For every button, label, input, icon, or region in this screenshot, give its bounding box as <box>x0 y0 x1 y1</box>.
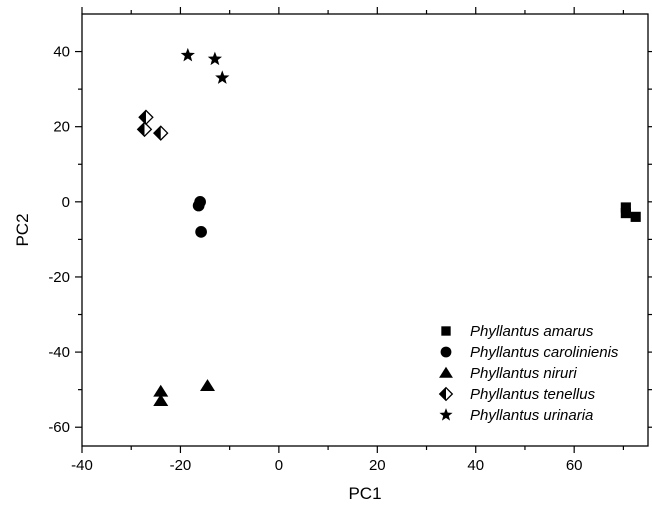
y-axis-title: PC2 <box>13 213 32 246</box>
point-circle <box>195 226 207 238</box>
y-tick-label: -40 <box>48 344 70 361</box>
y-tick-label: -60 <box>48 419 70 436</box>
legend-entry: Phyllantus carolinienis <box>470 344 619 361</box>
point-star <box>215 70 230 84</box>
point-circle <box>192 199 205 212</box>
point-star <box>180 47 195 62</box>
point-square <box>620 208 631 219</box>
point-half-diamond <box>138 109 154 126</box>
point-triangle <box>153 394 169 407</box>
x-tick-label: 0 <box>275 457 283 474</box>
legend-marker-half-diamond <box>438 386 454 402</box>
y-tick-label: 20 <box>53 119 70 136</box>
legend-marker-triangle <box>439 366 453 378</box>
legend-entry: Phyllantus amarus <box>470 323 594 340</box>
point-half-diamond <box>153 125 169 141</box>
legend-entry: Phyllantus niruri <box>470 365 577 382</box>
y-tick-label: 40 <box>53 44 70 61</box>
legend: Phyllantus amarus Phyllantus carolinienis… <box>438 323 619 424</box>
x-tick-label: -20 <box>170 457 192 474</box>
data-points <box>136 47 641 407</box>
legend-marker-star <box>439 408 453 421</box>
y-tick-label: 0 <box>62 194 70 211</box>
x-axis-title: PC1 <box>348 484 381 503</box>
point-half-diamond <box>136 121 153 138</box>
x-tick-label: 40 <box>467 457 484 474</box>
y-tick-label: -20 <box>48 269 70 286</box>
point-square <box>630 211 641 222</box>
point-star <box>207 51 222 66</box>
plot-frame <box>81 13 649 447</box>
legend-entry: Phyllantus tenellus <box>470 386 596 403</box>
x-tick-label: -40 <box>71 457 93 474</box>
legend-marker-square <box>441 326 451 336</box>
point-triangle <box>153 384 169 397</box>
point-triangle <box>199 379 216 392</box>
x-tick-label: 60 <box>566 457 583 474</box>
legend-entry: Phyllantus urinaria <box>470 407 593 424</box>
legend-marker-circle <box>440 346 452 358</box>
axes: -40 -20 0 20 40 60 -60 -40 -20 0 20 40 <box>48 7 652 474</box>
x-tick-label: 20 <box>369 457 386 474</box>
point-square <box>620 202 631 213</box>
